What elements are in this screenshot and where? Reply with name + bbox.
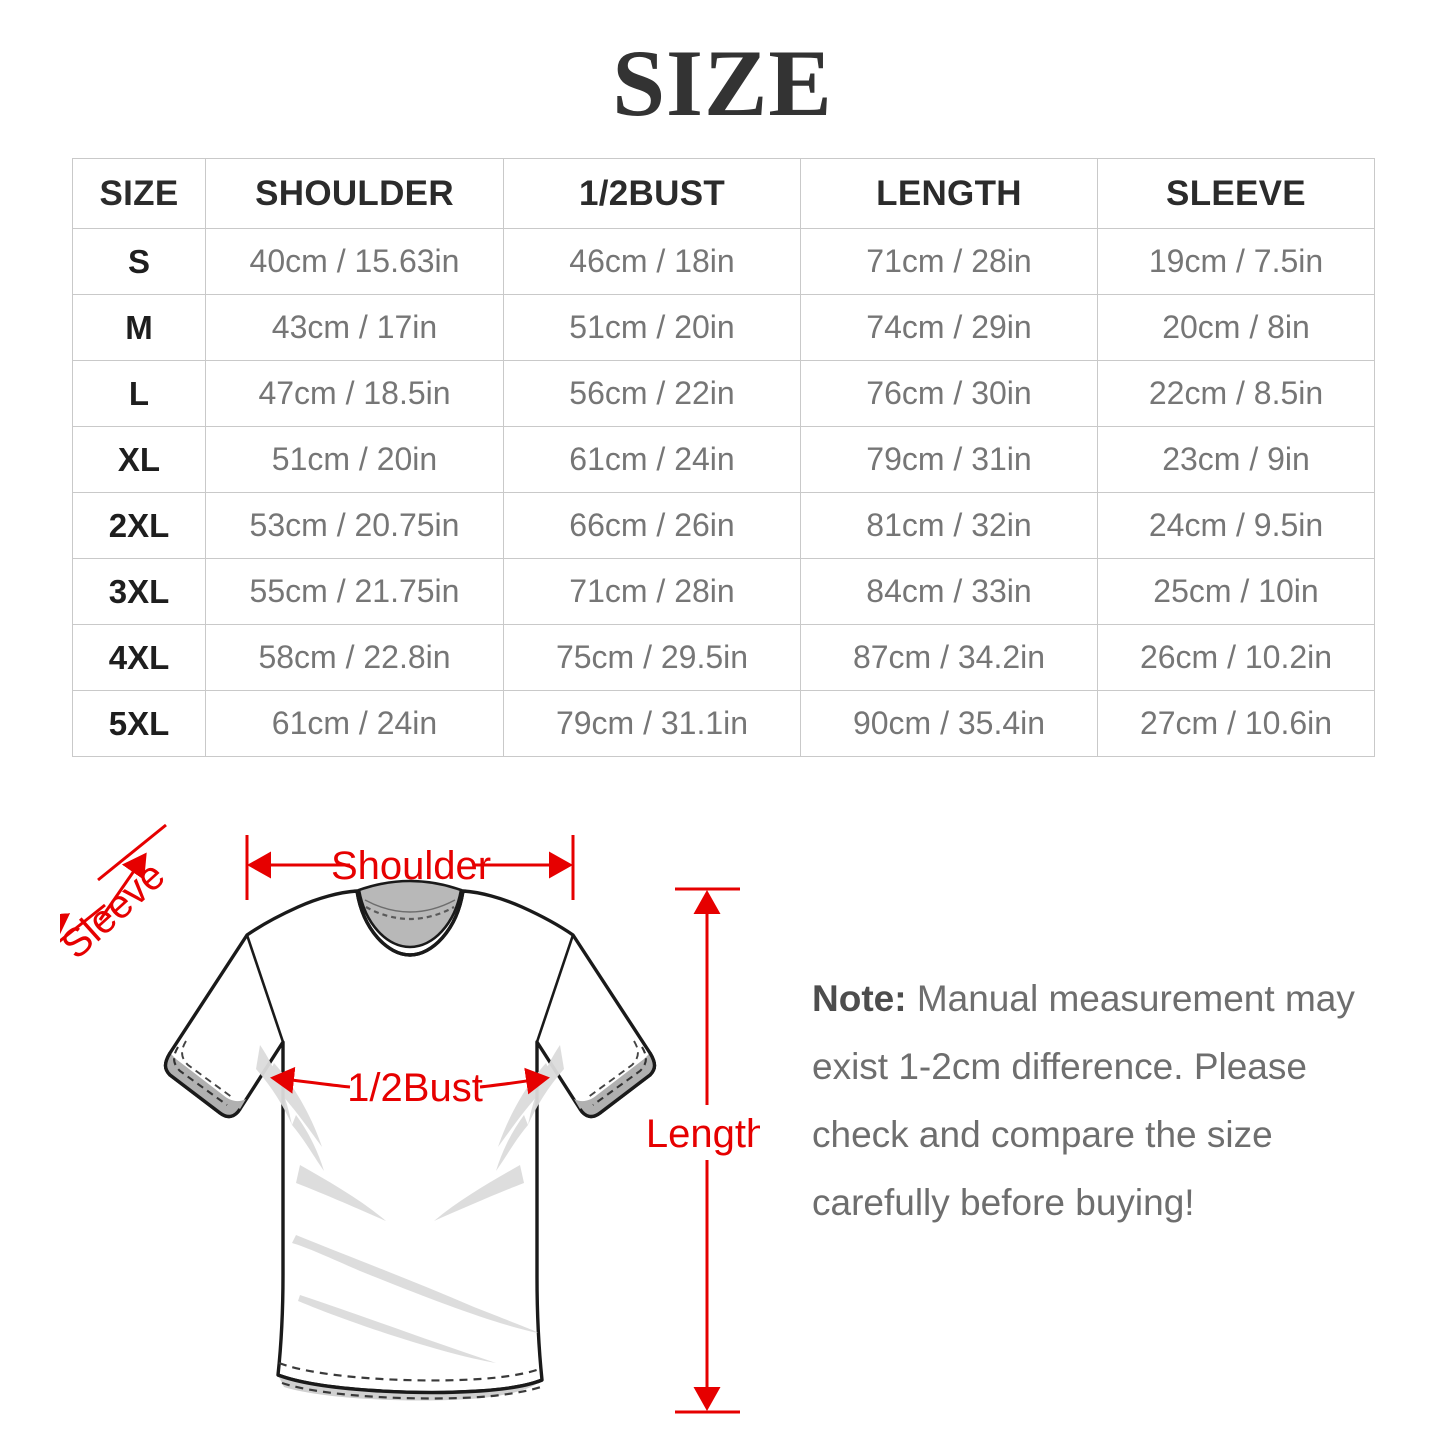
tshirt-illustration: Shoulder Sleeve 1/2Bust Length	[60, 823, 760, 1414]
cell-bust: 79cm / 31.1in	[503, 690, 801, 757]
cell-length: 87cm / 34.2in	[800, 624, 1098, 691]
sleeve-cuff-right-fill	[574, 1053, 655, 1117]
cell-sleeve: 25cm / 10in	[1097, 558, 1375, 625]
sleeve-tick-lower	[60, 903, 106, 943]
cell-bust: 56cm / 22in	[503, 360, 801, 427]
table-row: 5XL 61cm / 24in 79cm / 31.1in 90cm / 35.…	[72, 690, 1375, 757]
shirt-outline	[163, 889, 657, 1395]
table-row: 3XL 55cm / 21.75in 71cm / 28in 84cm / 33…	[72, 558, 1375, 625]
shoulder-seam-right	[535, 934, 575, 1043]
page-title: SIZE	[612, 30, 833, 136]
label-sleeve: Sleeve	[60, 853, 173, 968]
cell-length: 79cm / 31in	[800, 426, 1098, 493]
cell-size: XL	[72, 426, 206, 493]
cell-shoulder: 43cm / 17in	[205, 294, 504, 361]
tshirt-body-group	[163, 879, 657, 1401]
label-shoulder: Shoulder	[331, 844, 491, 888]
cell-length: 76cm / 30in	[800, 360, 1098, 427]
cell-sleeve: 24cm / 9.5in	[1097, 492, 1375, 559]
cell-sleeve: 22cm / 8.5in	[1097, 360, 1375, 427]
annotation-group	[60, 823, 740, 1414]
cell-bust: 51cm / 20in	[503, 294, 801, 361]
bust-arrow-left	[270, 1066, 351, 1094]
cell-length: 74cm / 29in	[800, 294, 1098, 361]
cell-sleeve: 19cm / 7.5in	[1097, 228, 1375, 295]
cell-sleeve: 20cm / 8in	[1097, 294, 1375, 361]
cell-bust: 75cm / 29.5in	[503, 624, 801, 691]
cell-bust: 66cm / 26in	[503, 492, 801, 559]
cell-size: 4XL	[72, 624, 206, 691]
cell-length: 90cm / 35.4in	[800, 690, 1098, 757]
table-row: 4XL 58cm / 22.8in 75cm / 29.5in 87cm / 3…	[72, 624, 1375, 691]
table-row: 2XL 53cm / 20.75in 66cm / 26in 81cm / 32…	[72, 492, 1375, 559]
hem-stitch-lower	[281, 1381, 542, 1400]
collar-stitch-line	[365, 906, 455, 921]
table-header-row: SIZE SHOULDER 1/2BUST LENGTH SLEEVE	[72, 158, 1375, 229]
cell-sleeve: 26cm / 10.2in	[1097, 624, 1375, 691]
shoulder-seam-left	[245, 934, 285, 1043]
column-header-size: SIZE	[72, 158, 206, 229]
sleeve-cuff-left-stitch	[173, 1046, 228, 1106]
sleeve-cuff-right-stitch	[592, 1046, 647, 1106]
sleeve-cuff-left-stitch-2	[181, 1040, 234, 1099]
cell-size: M	[72, 294, 206, 361]
table-row: XL 51cm / 20in 61cm / 24in 79cm / 31in 2…	[72, 426, 1375, 493]
column-header-bust: 1/2BUST	[503, 158, 801, 229]
note-label: Note:	[812, 978, 907, 1019]
sleeve-cuff-right-edge	[578, 1052, 657, 1119]
cell-length: 84cm / 33in	[800, 558, 1098, 625]
sleeve-cuff-right-stitch-2	[586, 1040, 639, 1099]
cell-shoulder: 51cm / 20in	[205, 426, 504, 493]
table-row: M 43cm / 17in 51cm / 20in 74cm / 29in 20…	[72, 294, 1375, 361]
column-header-length: LENGTH	[800, 158, 1098, 229]
collar-stitch-line-2	[364, 899, 456, 913]
cell-bust: 61cm / 24in	[503, 426, 801, 493]
neckline-outer	[355, 890, 465, 957]
size-chart-table: SIZE SHOULDER 1/2BUST LENGTH SLEEVE S 40…	[72, 158, 1375, 757]
column-header-shoulder: SHOULDER	[205, 158, 504, 229]
sleeve-arrow-upper	[98, 852, 147, 921]
sleeve-cuff-left-fill	[165, 1053, 246, 1117]
cell-size: 2XL	[72, 492, 206, 559]
cell-shoulder: 53cm / 20.75in	[205, 492, 504, 559]
cell-sleeve: 23cm / 9in	[1097, 426, 1375, 493]
cell-bust: 46cm / 18in	[503, 228, 801, 295]
collar-inner-fill	[357, 879, 463, 949]
label-bust: 1/2Bust	[347, 1066, 483, 1110]
cell-length: 71cm / 28in	[800, 228, 1098, 295]
column-header-sleeve: SLEEVE	[1097, 158, 1375, 229]
sleeve-cuff-left-edge	[163, 1052, 242, 1119]
cell-size: 5XL	[72, 690, 206, 757]
cell-shoulder: 47cm / 18.5in	[205, 360, 504, 427]
table-row: S 40cm / 15.63in 46cm / 18in 71cm / 28in…	[72, 228, 1375, 295]
cell-size: S	[72, 228, 206, 295]
note-text: Note: Manual measurement may exist 1-2cm…	[812, 965, 1382, 1237]
label-length: Length	[646, 1112, 760, 1156]
sleeve-tick-upper	[97, 823, 167, 882]
bust-arrow-right	[479, 1067, 550, 1095]
cell-shoulder: 40cm / 15.63in	[205, 228, 504, 295]
cell-bust: 71cm / 28in	[503, 558, 801, 625]
cell-shoulder: 61cm / 24in	[205, 690, 504, 757]
hem-stitch-upper	[278, 1361, 543, 1382]
cell-length: 81cm / 32in	[800, 492, 1098, 559]
cell-shoulder: 58cm / 22.8in	[205, 624, 504, 691]
cell-shoulder: 55cm / 21.75in	[205, 558, 504, 625]
cell-size: L	[72, 360, 206, 427]
cell-sleeve: 27cm / 10.6in	[1097, 690, 1375, 757]
table-row: L 47cm / 18.5in 56cm / 22in 76cm / 30in …	[72, 360, 1375, 427]
measurement-diagram: Shoulder Sleeve 1/2Bust Length	[0, 770, 1445, 1445]
hem-edge	[277, 1373, 543, 1395]
cell-size: 3XL	[72, 558, 206, 625]
note-body: Manual measurement may exist 1-2cm diffe…	[812, 978, 1355, 1223]
